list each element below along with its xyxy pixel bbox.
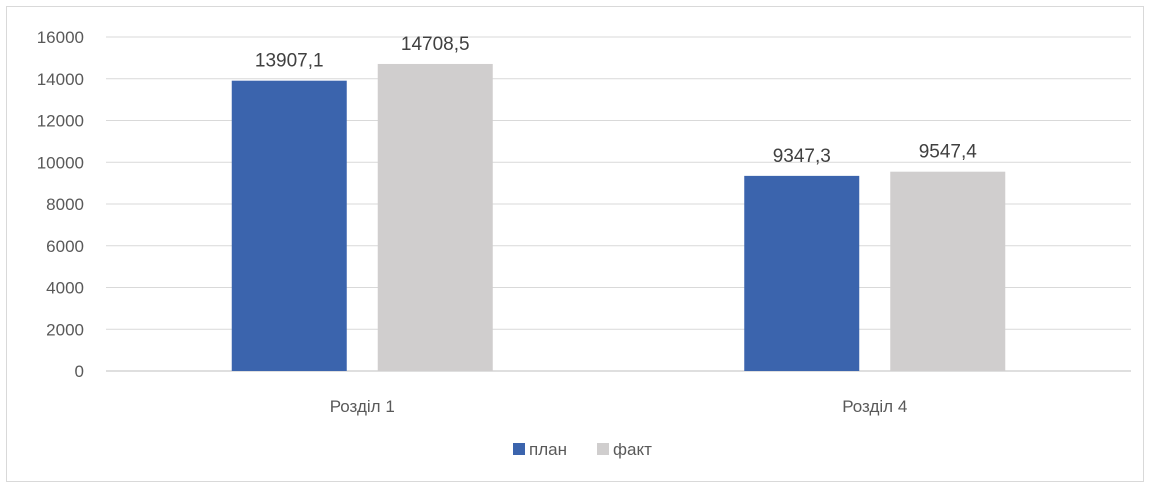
data-label: 13907,1 [255, 51, 324, 72]
y-tick-label: 10000 [37, 153, 84, 172]
y-axis-tick-labels: 0 2000 4000 6000 8000 10000 12000 14000 16000 [37, 28, 84, 381]
bars [231, 63, 1006, 372]
y-tick-label: 14000 [37, 70, 84, 89]
legend-label: факт [613, 440, 652, 459]
bar-факт-2 [890, 171, 1006, 371]
y-tick-label: 8000 [46, 195, 84, 214]
y-tick-label: 0 [75, 362, 84, 381]
bar-план-2 [744, 175, 860, 371]
data-label: 9547,4 [919, 142, 978, 163]
y-tick-label: 4000 [46, 279, 84, 298]
x-category-label: Розділ 4 [842, 397, 907, 416]
x-category-label: Розділ 1 [330, 397, 395, 416]
bar-план-1 [231, 80, 347, 372]
data-label: 14708,5 [401, 34, 470, 55]
legend-swatch [597, 443, 609, 455]
bar-факт-1 [377, 63, 493, 372]
legend-swatch [513, 443, 525, 455]
y-tick-label: 12000 [37, 112, 84, 131]
data-label: 9347,3 [773, 146, 831, 167]
y-tick-label: 2000 [46, 320, 84, 339]
legend: план факт [513, 440, 652, 459]
x-axis-category-labels: Розділ 1 Розділ 4 [330, 397, 908, 416]
y-tick-label: 6000 [46, 237, 84, 256]
y-tick-label: 16000 [37, 28, 84, 47]
data-labels: 13907,1 14708,5 9347,3 9547,4 [255, 34, 977, 167]
legend-label: план [529, 440, 567, 459]
